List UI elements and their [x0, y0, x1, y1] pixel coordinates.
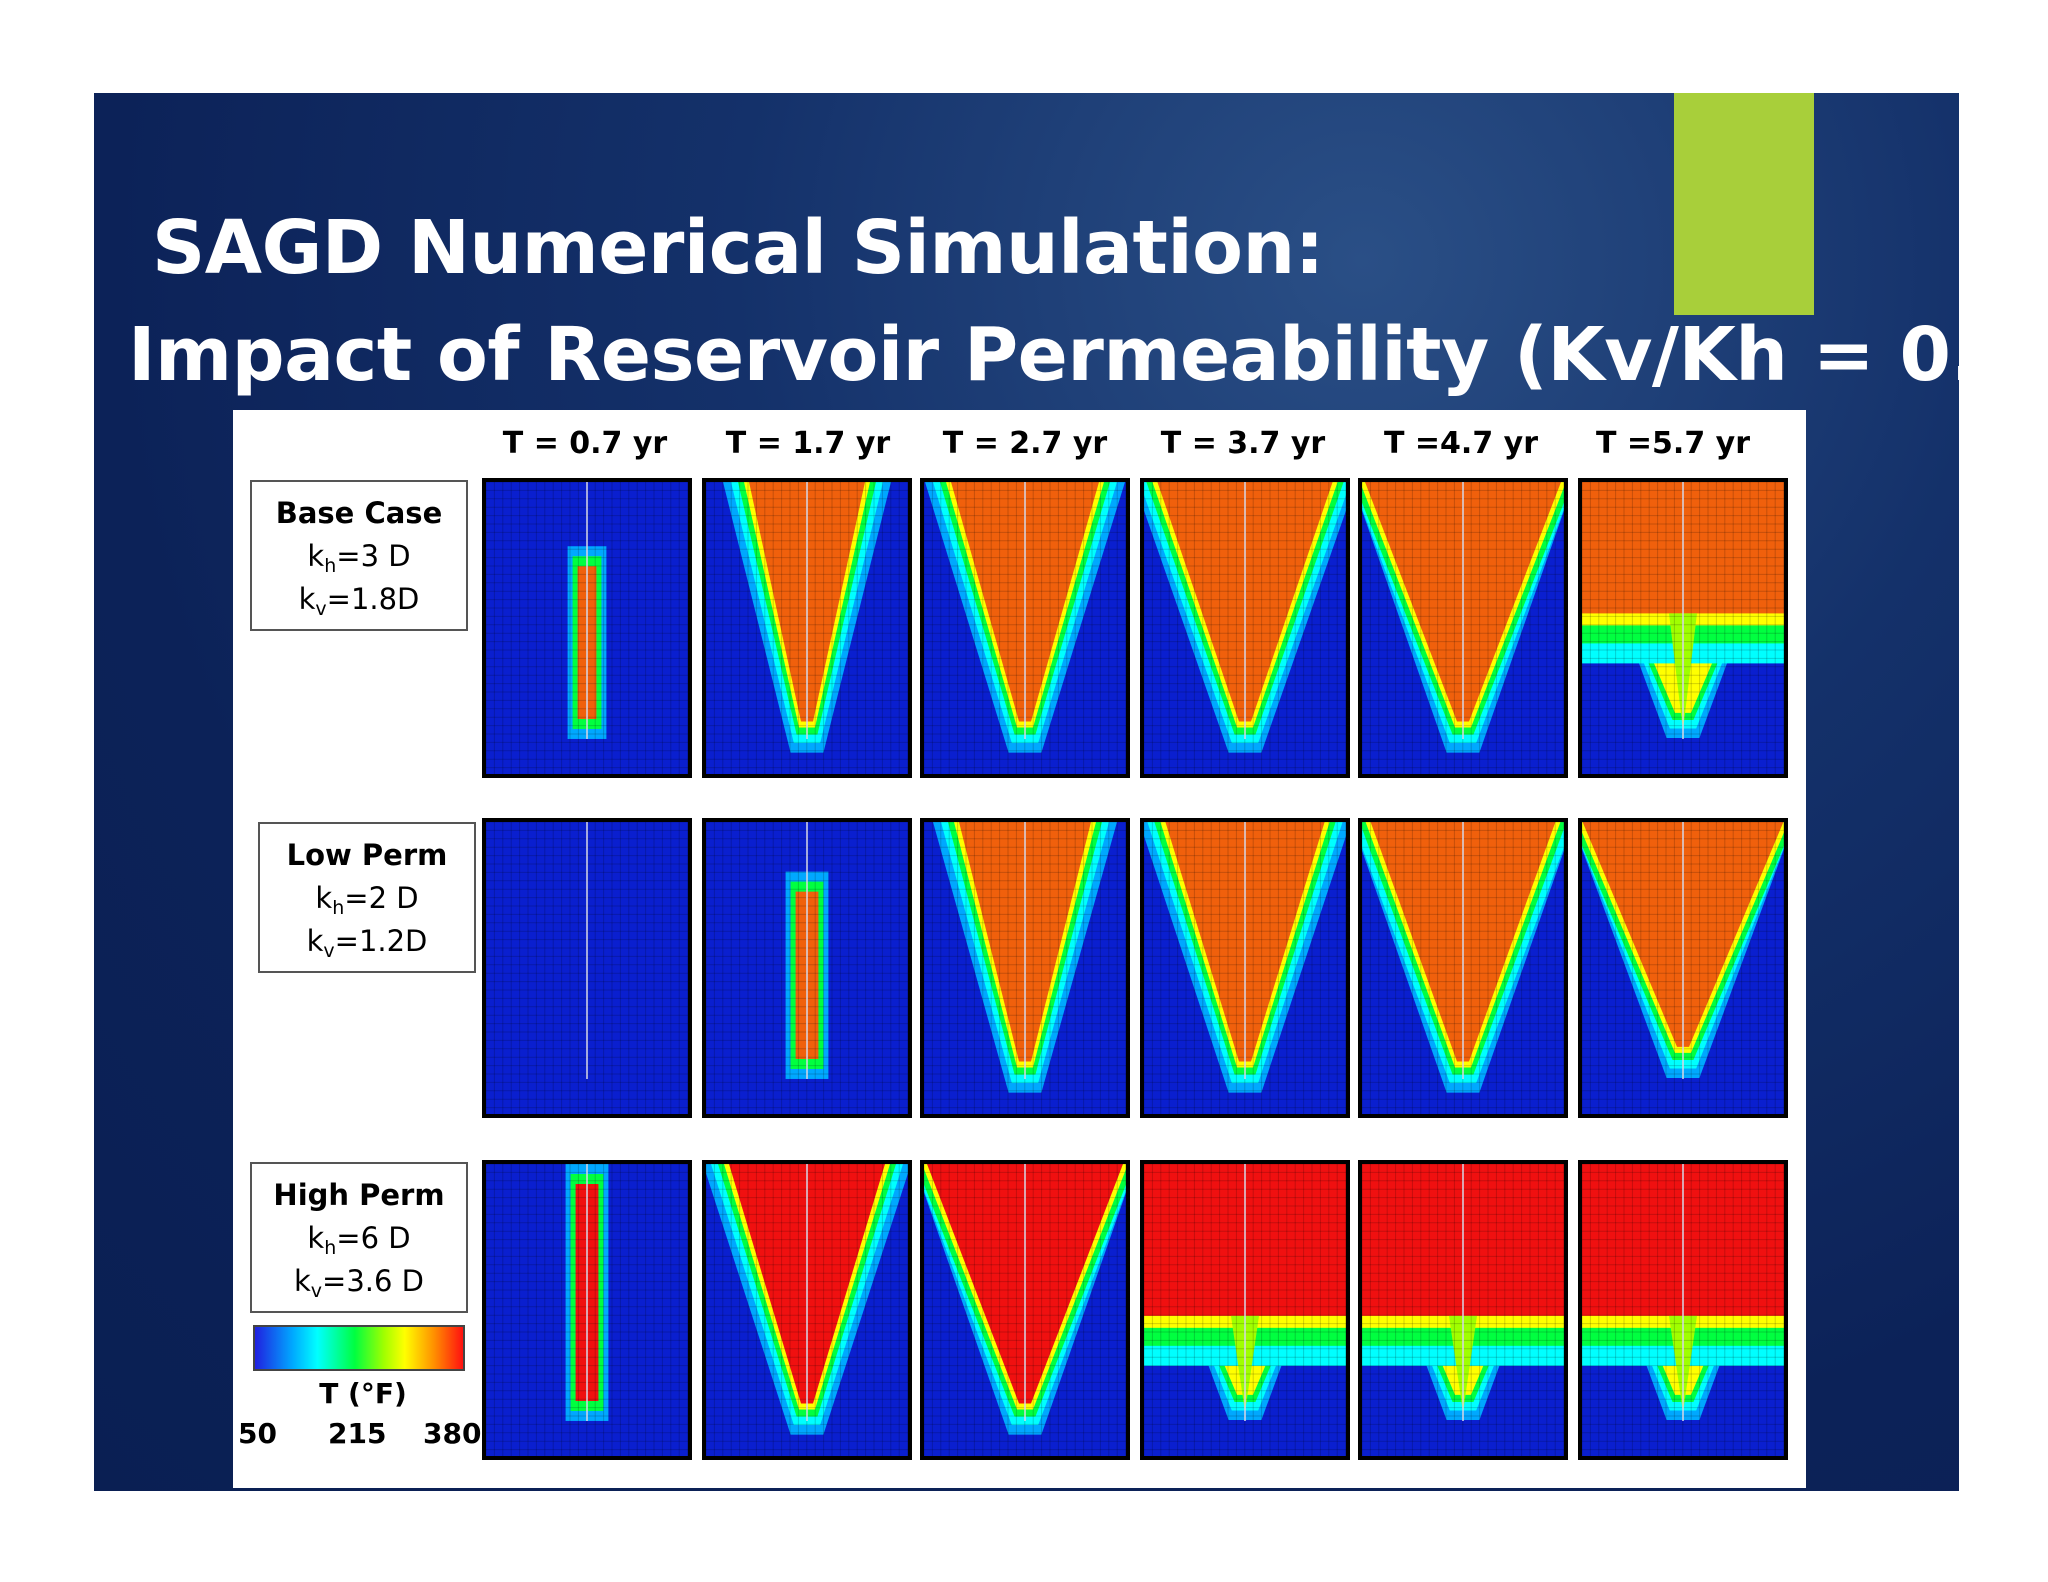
- temperature-panel: [702, 818, 912, 1118]
- temperature-panel: [482, 478, 692, 778]
- temperature-panel: [1358, 818, 1568, 1118]
- temperature-panel: [1358, 478, 1568, 778]
- panel-field: [706, 822, 908, 1114]
- temperature-panel: [920, 818, 1130, 1118]
- kh-line: kh=2 D: [315, 881, 419, 919]
- case-name: Base Case: [275, 496, 443, 530]
- temperature-colorbar: [253, 1325, 465, 1371]
- panel-field: [924, 1164, 1126, 1456]
- panel-field: [1582, 482, 1784, 774]
- temperature-panel: [702, 478, 912, 778]
- column-label-t4: T = 3.7 yr: [1160, 426, 1326, 461]
- temperature-panel: [920, 1160, 1130, 1460]
- temperature-panel: [1358, 1160, 1568, 1460]
- temperature-panel: [1140, 818, 1350, 1118]
- temperature-panel: [920, 478, 1130, 778]
- case-box-base: Base Case kh=3 D kv=1.8D: [250, 480, 468, 631]
- panel-field: [706, 1164, 908, 1456]
- colorbar-mid-label: 215: [328, 1417, 387, 1450]
- temperature-panel: [1578, 818, 1788, 1118]
- panel-field: [1582, 1164, 1784, 1456]
- panel-field: [706, 482, 908, 774]
- column-label-t6: T =5.7 yr: [1596, 426, 1750, 461]
- panel-field: [924, 822, 1126, 1114]
- case-name: High Perm: [273, 1178, 445, 1212]
- panel-field: [924, 482, 1126, 774]
- kh-line: kh=3 D: [307, 539, 411, 577]
- panel-field: [486, 482, 688, 774]
- kv-line: kv=1.8D: [298, 582, 420, 620]
- panel-field: [1362, 482, 1564, 774]
- kv-line: kv=3.6 D: [293, 1264, 424, 1302]
- kv-line: kv=1.2D: [306, 924, 428, 962]
- slide-title-line-2: Impact of Reservoir Permeability (Kv/Kh …: [128, 312, 2048, 398]
- green-accent-bar: [1674, 93, 1814, 315]
- panel-field: [1362, 822, 1564, 1114]
- panel-field: [1582, 822, 1784, 1114]
- column-label-t1: T = 0.7 yr: [502, 426, 668, 461]
- colorbar-min-label: 50: [238, 1417, 277, 1450]
- temperature-panel: [1140, 1160, 1350, 1460]
- temperature-panel: [482, 818, 692, 1118]
- panel-field: [486, 822, 688, 1114]
- colorbar-title: T (°F): [319, 1377, 407, 1410]
- panel-field: [486, 1164, 688, 1456]
- temperature-panel: [1140, 478, 1350, 778]
- temperature-panel: [482, 1160, 692, 1460]
- case-box-low: Low Perm kh=2 D kv=1.2D: [258, 822, 476, 973]
- slide-title-line-1: SAGD Numerical Simulation:: [152, 205, 1324, 291]
- panel-field: [1144, 822, 1346, 1114]
- column-label-t3: T = 2.7 yr: [942, 426, 1108, 461]
- column-label-t2: T = 1.7 yr: [725, 426, 891, 461]
- temperature-panel: [1578, 1160, 1788, 1460]
- column-label-t5: T =4.7 yr: [1384, 426, 1538, 461]
- panel-field: [1144, 482, 1346, 774]
- panel-field: [1362, 1164, 1564, 1456]
- panel-field: [1144, 1164, 1346, 1456]
- simulation-figure: T = 0.7 yr T = 1.7 yr T = 2.7 yr T = 3.7…: [233, 410, 1806, 1488]
- colorbar-max-label: 380: [423, 1417, 482, 1450]
- case-box-high: High Perm kh=6 D kv=3.6 D: [250, 1162, 468, 1313]
- temperature-panel: [702, 1160, 912, 1460]
- temperature-panel: [1578, 478, 1788, 778]
- case-name: Low Perm: [286, 838, 448, 872]
- kh-line: kh=6 D: [307, 1221, 411, 1259]
